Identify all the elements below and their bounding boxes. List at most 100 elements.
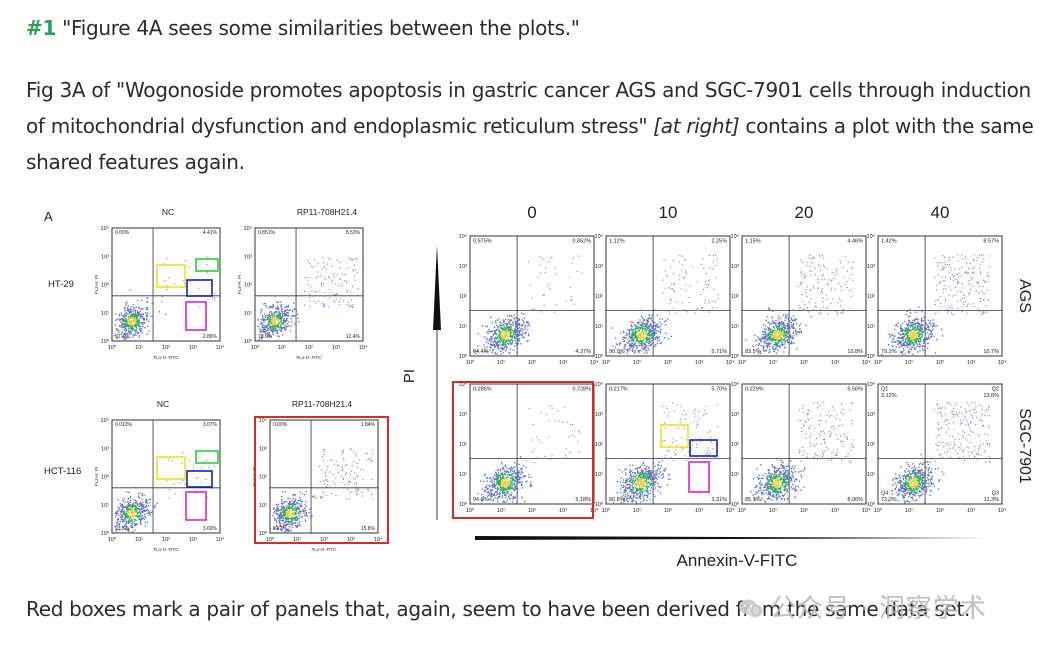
y-tick-label: 10⁰ [867,353,876,360]
quadrant-upper-left-label: 0.013% [115,422,133,428]
y-tick-label: 10¹ [244,311,252,317]
x-tick-label: 10² [162,537,170,543]
plot-frame [111,419,221,534]
quadrant-upper-left-label: 0.851% [258,230,276,236]
x-tick-label: 10¹ [293,537,301,543]
scatter-points [750,402,854,503]
x-tick-label: 10⁰ [466,359,475,366]
scatter-points [114,451,216,533]
column-title: NC [157,399,169,409]
y-tick-label: 10³ [867,264,875,270]
y-tick-label: 10² [867,294,875,300]
y-tick-label: 10² [731,442,739,448]
quadrant-upper-left-label: 3.12% [881,393,897,399]
yellow-box [660,424,689,448]
y-axis-title: PI [401,369,418,383]
x-tick-label: 10³ [559,508,567,514]
y-tick-label: 10² [867,442,875,448]
plot-frame [877,235,1003,357]
y-axis-label: FL3-H: PI [94,275,99,294]
y-tick-label: 10² [259,475,267,481]
watermark-text: 公众号 · 洞察学术 [770,594,987,624]
figure-caption: Red boxes mark a pair of panels that, ag… [26,597,971,621]
x-tick-label: 10³ [831,508,839,514]
green-box [195,258,219,272]
scatter-points [272,448,374,533]
quadrant-upper-right-label: 4.46% [847,239,863,245]
scatter-points [477,405,581,503]
x-tick-label: 10³ [831,360,839,366]
row-label-ags: AGS [1016,279,1033,313]
quadrant-lower-left-label: 78.0% [258,334,273,340]
y-tick-label: 10¹ [101,503,109,509]
y-tick-label: 10¹ [259,503,267,509]
x-axis-title: Annexin-V-FITC [677,551,798,570]
x-tick-label: 10² [528,360,536,366]
x-tick-label: 10³ [967,360,975,366]
y-tick-label: 10¹ [867,472,875,478]
y-tick-label: 10⁰ [595,501,604,508]
x-tick-label: 10³ [189,345,197,351]
x-tick-label: 10² [528,508,536,514]
y-tick-label: 10³ [595,264,603,270]
x-tick-label: 10⁴ [862,359,871,366]
y-tick-label: 10⁰ [101,530,110,537]
y-tick-label: 10¹ [867,324,875,330]
scatter-points [881,254,991,356]
x-tick-label: 10¹ [769,508,777,514]
x-tick-label: 10² [305,345,313,351]
y-tick-label: 10⁴ [459,233,468,240]
quadrant-lower-left-label: 82.3% [273,526,288,532]
x-tick-label: 10⁴ [374,536,383,543]
y-tick-label: 10² [459,294,467,300]
x-tick-label: 10² [162,345,170,351]
y-tick-label: 10⁰ [731,353,740,360]
quadrant-lower-left-label: Q4 [881,491,888,497]
red-highlight-box [452,381,594,519]
quadrant-upper-left-label: 0.229% [745,387,764,393]
quadrant-upper-right-label: Q2 [992,387,999,393]
plot-frame [605,383,731,505]
y-tick-label: 10² [101,283,109,289]
x-tick-label: 10⁰ [602,359,611,366]
row-label-sgc7901: SGC-7901 [1016,408,1033,484]
y-tick-label: 10⁴ [731,233,740,240]
x-tick-label: 10³ [695,360,703,366]
x-tick-label: 10⁰ [108,344,117,351]
y-tick-label: 10⁰ [867,501,876,508]
quadrant-upper-right-label: 1.84% [361,422,376,428]
y-tick-label: 10² [244,283,252,289]
y-tick-label: 10³ [259,446,267,452]
quadrant-upper-right-label: 4.41% [203,230,218,236]
y-tick-label: 10² [595,442,603,448]
para-italic: [at right] [653,114,740,138]
x-tick-label: 10¹ [135,537,143,543]
x-tick-label: 10² [800,508,808,514]
x-axis-label: FL1-H: FITC [153,355,179,360]
plot-frame [741,235,867,357]
quadrant-lower-right-label: 10.8% [847,349,863,355]
x-tick-label: 10⁰ [874,359,883,366]
heading-quote: "Figure 4A sees some similarities betwee… [56,16,580,40]
magenta-box [185,491,207,521]
green-box [195,450,219,464]
x-tick-label: 10⁴ [726,359,735,366]
x-tick-label: 10² [664,508,672,514]
yellow-box [156,264,186,288]
x-tick-label: 10⁴ [359,344,368,351]
annexin-arrow [475,536,990,540]
y-tick-label: 10³ [101,254,109,260]
x-tick-label: 10¹ [905,508,913,514]
plot-frame [741,383,867,505]
blue-box [186,470,213,488]
description-paragraph: Fig 3A of "Wogonoside promotes apoptosis… [26,72,1036,180]
y-tick-label: 10⁰ [731,501,740,508]
x-tick-label: 10⁰ [266,536,275,543]
quadrant-upper-left-label: 0.286% [473,387,492,393]
y-tick-label: 10³ [595,412,603,418]
